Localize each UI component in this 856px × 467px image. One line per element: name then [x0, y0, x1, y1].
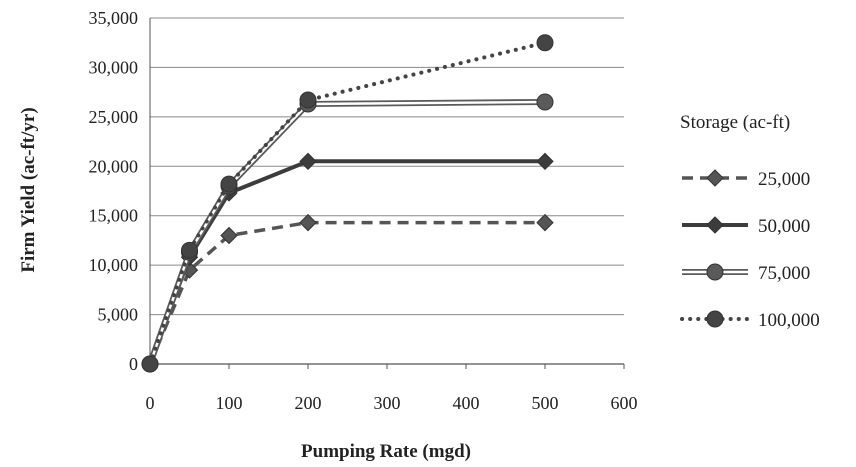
data-point	[536, 213, 554, 232]
series-line	[148, 220, 545, 365]
x-tick-labels: 0 100 200 300 400 500 600	[146, 393, 638, 413]
y-tick-label: 10,000	[89, 255, 139, 275]
legend-label: 75,000	[758, 263, 810, 284]
y-tick-label: 20,000	[89, 156, 139, 176]
legend-item: 75,000	[682, 263, 810, 284]
series-line	[147, 99, 546, 366]
data-point	[220, 175, 238, 193]
x-tick-label: 0	[146, 393, 155, 413]
legend-label: 25,000	[758, 169, 810, 190]
data-point	[299, 213, 317, 232]
legend-title: Storage (ac-ft)	[680, 112, 790, 133]
x-tick-label: 600	[611, 393, 638, 413]
data-point	[299, 91, 317, 109]
series-line	[148, 159, 545, 365]
data-point	[536, 93, 554, 111]
series-1	[141, 213, 554, 373]
series-group	[141, 34, 554, 373]
legend-label: 50,000	[758, 216, 810, 237]
y-tick-label: 5,000	[98, 305, 139, 325]
series-2	[141, 152, 554, 373]
y-axis-title: Firm Yield (ac-ft/yr)	[18, 107, 39, 272]
data-point	[706, 169, 724, 187]
x-tick-label: 400	[453, 393, 480, 413]
data-point	[141, 355, 159, 373]
series-4	[141, 34, 554, 373]
y-tick-label: 0	[129, 354, 138, 374]
legend: Storage (ac-ft) 25,000 50,000 75,000 100,00…	[680, 112, 820, 331]
x-tick-label: 500	[532, 393, 559, 413]
data-point	[706, 310, 724, 328]
y-tick-label: 25,000	[89, 107, 139, 127]
series-3	[141, 93, 554, 373]
gridlines	[150, 17, 624, 365]
data-point	[536, 34, 554, 52]
x-tick-label: 200	[295, 393, 322, 413]
legend-label: 100,000	[758, 310, 820, 331]
y-tick-label: 35,000	[89, 8, 139, 28]
legend-item: 25,000	[682, 169, 810, 190]
y-tick-label: 15,000	[89, 206, 139, 226]
data-point	[220, 226, 238, 245]
data-point	[299, 152, 317, 171]
legend-item: 100,000	[680, 310, 820, 331]
y-tick-label: 30,000	[89, 57, 139, 77]
series-line	[148, 40, 547, 366]
axes	[149, 18, 625, 369]
x-tick-label: 300	[374, 393, 401, 413]
series-line-inner	[148, 100, 546, 365]
y-tick-labels: 0 5,000 10,000 15,000 20,000 25,000 30,000 35,0…	[89, 8, 139, 374]
data-point	[706, 216, 724, 234]
x-tick-label: 100	[216, 393, 243, 413]
data-point	[181, 241, 198, 259]
data-point	[706, 263, 724, 281]
x-axis-title: Pumping Rate (mgd)	[301, 441, 471, 462]
legend-item: 50,000	[682, 216, 810, 237]
data-point	[536, 152, 554, 171]
